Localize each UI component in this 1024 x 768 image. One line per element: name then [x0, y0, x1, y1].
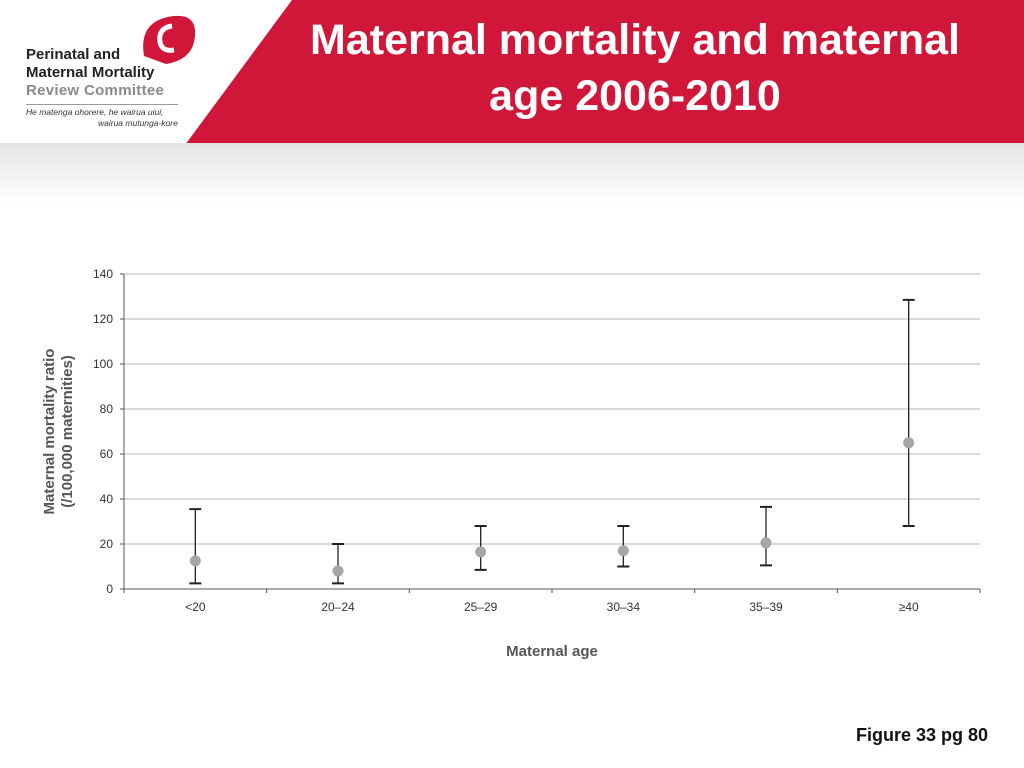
slide-title: Maternal mortality and maternal age 2006… [310, 16, 960, 120]
y-axis-ticks: 0 20 40 60 80 100 120 140 [93, 267, 124, 596]
logo-tagline-1: He matenga ohorere, he wairua uiui, [26, 107, 164, 117]
y-tick-label: 140 [93, 267, 113, 281]
x-tick-label: 30–34 [607, 600, 641, 614]
data-point [903, 437, 915, 449]
header-background [0, 0, 1024, 145]
y-tick-label: 80 [100, 402, 114, 416]
x-tick-label: 35–39 [749, 600, 783, 614]
data-point [332, 565, 344, 577]
logo-divider [26, 104, 178, 105]
error-bar [189, 508, 202, 585]
error-bar [902, 298, 915, 527]
y-tick-label: 20 [100, 537, 114, 551]
x-tick-label: 20–24 [321, 600, 355, 614]
data-point [189, 555, 201, 567]
logo-mark-icon [143, 15, 196, 64]
y-tick-label: 0 [106, 582, 113, 596]
x-axis-ticks: <20 20–24 25–29 30–34 35–39 ≥40 [123, 589, 981, 614]
error-bar [760, 505, 772, 567]
logo-text-line2: Maternal Mortality [26, 64, 155, 81]
figure-caption: Figure 33 pg 80 [855, 725, 988, 745]
grid-lines [124, 273, 980, 545]
y-tick-label: 40 [100, 492, 114, 506]
error-bar [332, 543, 344, 585]
y-tick-label: 120 [93, 312, 113, 326]
x-tick-label: 25–29 [464, 600, 498, 614]
y-tick-label: 100 [93, 357, 113, 371]
logo: Perinatal and Maternal Mortality Review … [26, 15, 196, 130]
header-red-band [185, 0, 1024, 145]
header-band: Perinatal and Maternal Mortality Review … [0, 0, 1024, 145]
data-point [617, 545, 629, 557]
x-tick-label: ≥40 [899, 600, 919, 614]
x-axis-title: Maternal age [506, 643, 598, 660]
logo-text-line3: Review Committee [26, 82, 165, 99]
y-tick-label: 60 [100, 447, 114, 461]
y-axis-title-line2: (/100,000 maternities) [59, 355, 76, 508]
logo-text-line1: Perinatal and [26, 46, 121, 63]
header-shadow [0, 143, 1024, 203]
x-tick-label: <20 [185, 600, 206, 614]
data-point [760, 537, 772, 549]
y-axis-title-line1: Maternal mortality ratio [41, 349, 58, 515]
data-point [475, 546, 487, 558]
data-marks [189, 298, 915, 585]
logo-tagline-2: wairua mutunga-kore [98, 118, 178, 128]
